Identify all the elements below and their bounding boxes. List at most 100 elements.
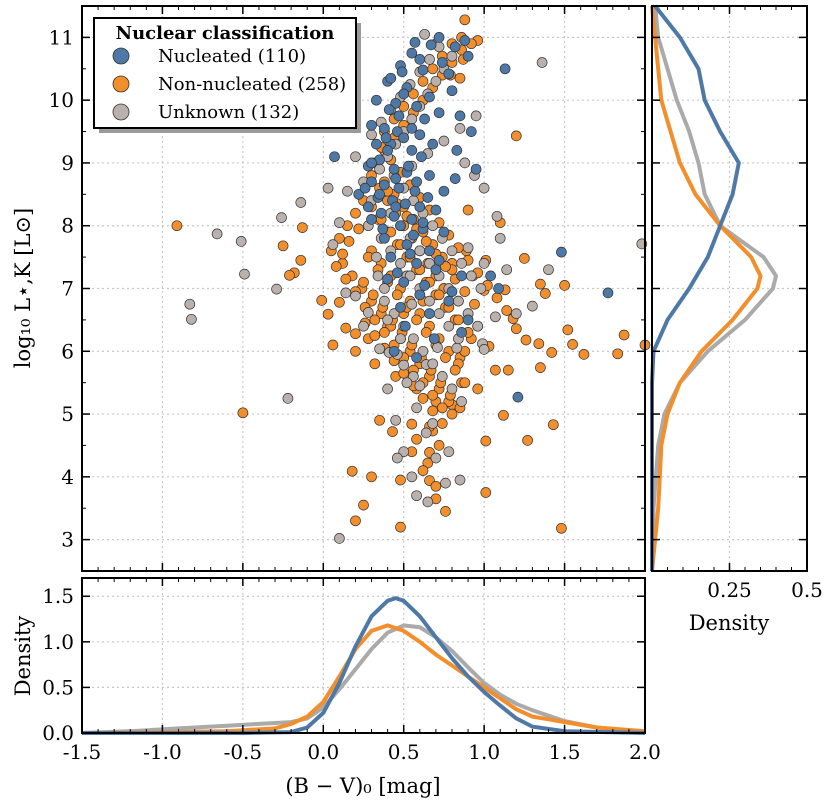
scatter-point bbox=[406, 123, 418, 134]
scatter-point bbox=[327, 339, 339, 351]
scatter-point bbox=[502, 364, 514, 376]
scatter-point bbox=[406, 418, 418, 430]
scatter-point bbox=[417, 393, 429, 404]
scatter-point bbox=[419, 113, 430, 125]
scatter-point bbox=[422, 496, 434, 508]
scatter-point bbox=[501, 264, 513, 276]
scatter-point bbox=[398, 88, 410, 100]
scatter-point bbox=[420, 327, 432, 338]
scatter-point bbox=[424, 170, 435, 181]
scatter-point bbox=[408, 229, 419, 241]
scatter-point bbox=[453, 295, 464, 307]
scatter-point bbox=[478, 344, 490, 355]
scatter-point bbox=[427, 220, 439, 232]
scatter-point bbox=[398, 359, 410, 371]
scatter-point bbox=[424, 245, 435, 257]
scatter-point bbox=[494, 232, 506, 244]
scatter-point bbox=[379, 327, 390, 338]
scatter-point bbox=[456, 270, 467, 282]
scatter-points bbox=[171, 14, 651, 544]
scatter-point bbox=[443, 68, 455, 80]
bottom-density-ticks: -1.5 -1.0 -0.5 0.0 0.5 1.0 1.5 2.0 0.0 0.5 1.0 1.5 bbox=[42, 578, 661, 764]
scatter-point bbox=[374, 414, 385, 426]
scatter-point bbox=[443, 446, 455, 458]
scatter-point bbox=[401, 239, 413, 250]
scatter-point bbox=[480, 435, 492, 447]
scatter-point bbox=[438, 226, 450, 238]
scatter-point bbox=[366, 129, 377, 141]
scatter-point bbox=[454, 110, 466, 122]
scatter-point bbox=[499, 63, 511, 75]
scatter-point bbox=[546, 347, 558, 358]
scatter-point bbox=[446, 383, 458, 395]
scatter-point bbox=[372, 270, 384, 282]
scatter-point bbox=[493, 283, 504, 294]
scatter-point bbox=[369, 330, 381, 341]
scatter-point bbox=[403, 160, 414, 172]
scatter-point bbox=[430, 452, 442, 464]
scatter-point bbox=[379, 123, 390, 134]
scatter-point bbox=[382, 383, 393, 395]
scatter-point bbox=[284, 269, 295, 281]
scatter-point bbox=[366, 176, 377, 188]
legend-box bbox=[93, 17, 357, 129]
scatter-point bbox=[612, 348, 624, 360]
scatter-point bbox=[451, 145, 463, 156]
scatter-point bbox=[456, 396, 467, 407]
scatter-point bbox=[472, 383, 484, 395]
scatter-point bbox=[440, 261, 451, 272]
scatter-point bbox=[470, 110, 482, 122]
scatter-point bbox=[443, 295, 455, 307]
scatter-point bbox=[396, 66, 408, 78]
scatter-point bbox=[459, 377, 471, 389]
scatter-point bbox=[436, 57, 448, 68]
scatter-point bbox=[350, 345, 361, 357]
scatter-point bbox=[186, 313, 197, 325]
density-curve-y bbox=[650, 4, 741, 571]
scatter-ticks: 3 4 5 6 7 8 9 10 11 bbox=[49, 5, 646, 572]
scatter-point bbox=[395, 258, 406, 269]
scatter-point bbox=[367, 289, 379, 301]
scatter-point bbox=[522, 435, 533, 446]
legend-marker-unknown bbox=[112, 103, 130, 121]
scatter-point bbox=[350, 290, 361, 302]
scatter-point bbox=[390, 97, 402, 109]
scatter-point bbox=[417, 217, 429, 228]
scatter-point bbox=[417, 465, 429, 476]
scatter-point bbox=[271, 283, 282, 295]
scatter-point bbox=[427, 138, 439, 150]
y-tick-label: 5 bbox=[61, 402, 74, 426]
scatter-point bbox=[408, 371, 419, 382]
scatter-point bbox=[342, 185, 353, 197]
scatter-point bbox=[390, 173, 402, 184]
scatter-point bbox=[465, 126, 477, 137]
scatter-point bbox=[414, 201, 426, 213]
scatter-point bbox=[391, 289, 403, 301]
scatter-point bbox=[379, 295, 390, 307]
scatter-point bbox=[451, 342, 463, 354]
scatter-point bbox=[334, 232, 345, 244]
scatter-point bbox=[391, 267, 403, 279]
y-tick-label: 1.5 bbox=[42, 584, 74, 608]
y-tick-label: 0.0 bbox=[42, 721, 74, 745]
scatter-point bbox=[395, 521, 406, 533]
scatter-point bbox=[414, 380, 426, 392]
scatter-point bbox=[478, 258, 490, 269]
scatter-point bbox=[424, 295, 435, 307]
scatter-point bbox=[404, 248, 416, 260]
scatter-point bbox=[547, 419, 559, 431]
scatter-point bbox=[440, 506, 451, 517]
scatter-point bbox=[337, 248, 348, 260]
right-density-x-label: Density bbox=[689, 611, 770, 635]
scatter-point bbox=[383, 104, 395, 115]
legend-label-non-nucleated: Non-nucleated (258) bbox=[158, 74, 346, 95]
scatter-point bbox=[454, 474, 466, 486]
scatter-point bbox=[449, 364, 461, 376]
scatter-point bbox=[433, 32, 445, 43]
right-density-panel: 0.25 0.5 Density bbox=[650, 4, 823, 635]
scatter-point bbox=[362, 201, 374, 213]
scatter-point bbox=[353, 188, 365, 200]
right-density-curves bbox=[650, 4, 778, 572]
scatter-point bbox=[501, 305, 513, 316]
scatter-point bbox=[371, 138, 382, 150]
